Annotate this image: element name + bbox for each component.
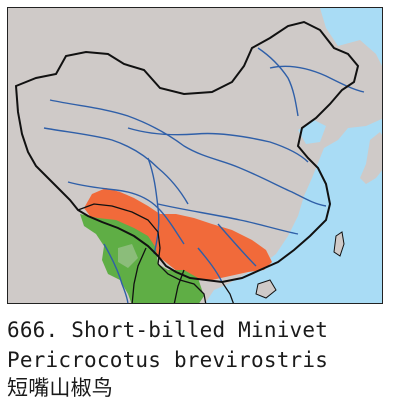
species-title: 666. Short-billed Minivet <box>7 318 328 342</box>
hainan-island <box>255 279 277 299</box>
rivers <box>43 47 365 303</box>
common-name: Short-billed Minivet <box>71 318 329 342</box>
chinese-name: 短嘴山椒鸟 <box>7 376 113 400</box>
taiwan-island <box>333 231 345 257</box>
country-borders <box>77 203 234 303</box>
resident-range-patch <box>118 244 138 268</box>
scientific-name: Pericrocotus brevirostris <box>7 348 329 372</box>
china-border <box>14 20 360 284</box>
species-number: 666. <box>7 318 59 342</box>
range-map <box>7 7 383 304</box>
japan-island <box>360 132 382 184</box>
